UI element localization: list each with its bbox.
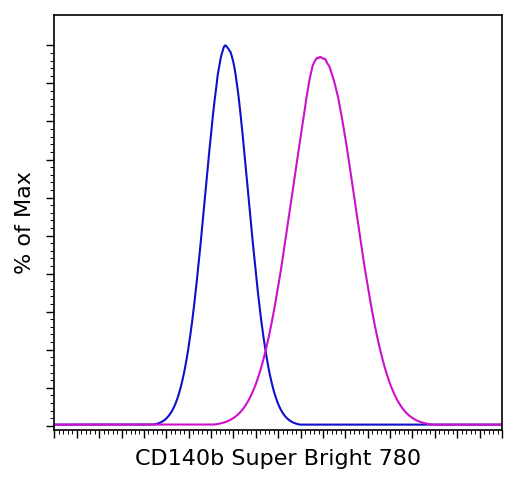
Y-axis label: % of Max: % of Max [15,171,35,274]
X-axis label: CD140b Super Bright 780: CD140b Super Bright 780 [135,449,421,469]
